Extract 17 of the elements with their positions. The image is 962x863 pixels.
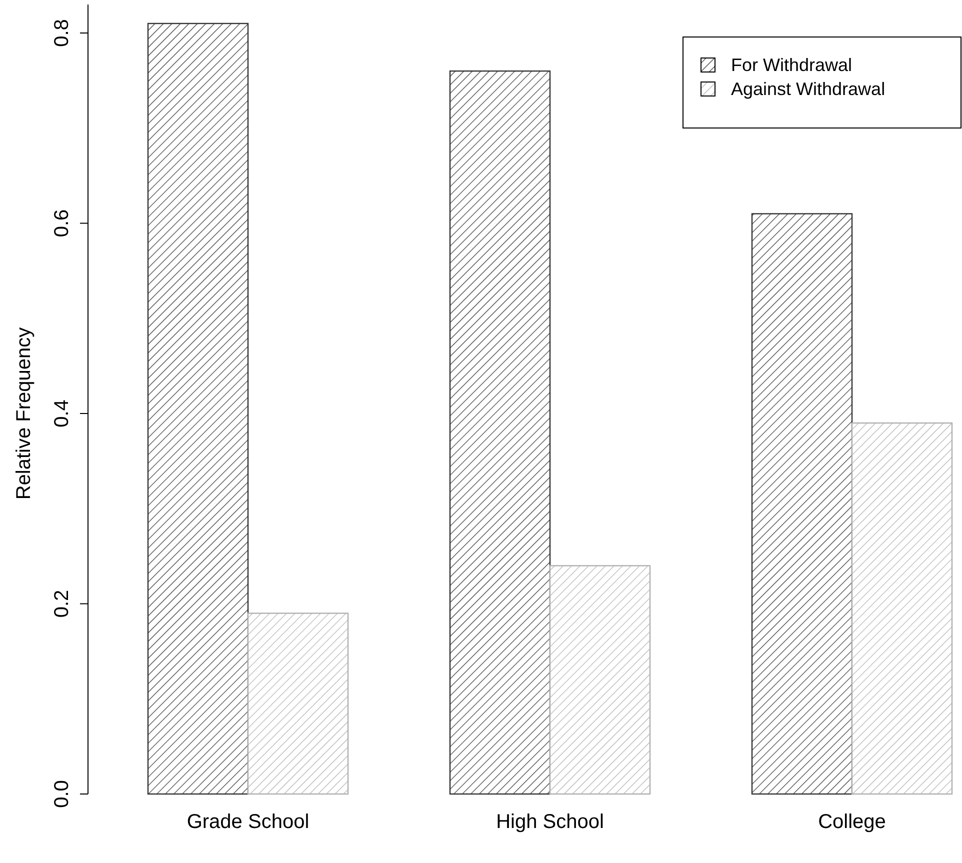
y-tick-label: 0.4: [51, 400, 73, 428]
x-tick-label: Grade School: [186, 811, 310, 833]
bar: [247, 612, 349, 795]
bar: [449, 70, 551, 795]
y-tick-label: 0.6: [51, 209, 73, 238]
y-axis-title: Relative Frequency: [13, 327, 35, 500]
legend-label: For Withdrawal: [731, 55, 852, 75]
y-tick-label: 0.0: [51, 780, 73, 808]
bar: [851, 422, 953, 795]
bar: [751, 213, 853, 795]
bar: [147, 22, 249, 795]
y-tick-label: 0.2: [51, 590, 73, 618]
x-tick-label: High School: [496, 811, 604, 833]
bar: [549, 565, 651, 795]
y-tick-label: 0.8: [51, 19, 73, 47]
legend-label: Against Withdrawal: [731, 79, 886, 99]
x-tick-label: College: [818, 811, 886, 833]
